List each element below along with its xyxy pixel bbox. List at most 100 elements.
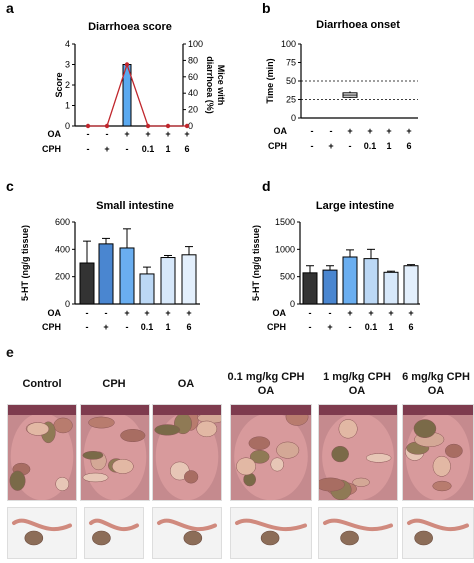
- intestine-tract: [12, 518, 72, 532]
- intestine-segment: [413, 419, 437, 439]
- panel-b-cph-row-label: CPH: [268, 141, 287, 151]
- y-axis-label: Score: [54, 72, 64, 97]
- intestine-photo-1-graphic: [8, 508, 76, 558]
- photo-background: [319, 508, 397, 558]
- bar: [181, 254, 197, 305]
- panel-a-oa-value: +: [145, 129, 150, 139]
- abdominal-cavity: [10, 412, 74, 500]
- intestine-tract: [89, 518, 139, 532]
- intestine-photo-2-graphic: [85, 508, 143, 558]
- intestine-segment: [196, 420, 218, 438]
- panel-d-cph-row-label: CPH: [267, 322, 286, 332]
- bar: [342, 256, 358, 305]
- panel-c-oa-value: +: [165, 308, 170, 318]
- photo-title-control: Control: [22, 378, 62, 390]
- percentage-point: [165, 123, 171, 129]
- intestine-tract: [407, 518, 469, 532]
- photo-title-cph: CPH: [102, 378, 126, 390]
- panel-d: d Large intestine 0 500 1000 1500 5-HT (ng/g t…: [251, 178, 420, 332]
- panel-c: c Small intestine 0 200 400 600 5-HT (ng/g tis…: [6, 178, 200, 332]
- panel-a-y-tick-label: 1: [65, 101, 70, 111]
- caecum: [414, 530, 433, 546]
- abdomen-photo-2-graphic: [81, 405, 149, 500]
- panel-d-y-tick-label: 0: [290, 299, 295, 309]
- panel-b-y-tick-label: 100: [281, 39, 296, 49]
- photo-title-cph-1: 1 mg/kg CPH OA: [323, 371, 391, 397]
- abdomen-photo-6-graphic: [403, 405, 473, 500]
- percentage-line: [88, 62, 187, 127]
- intestine-segment: [55, 476, 70, 492]
- photo-background: [403, 508, 473, 558]
- panel-b-oa-value: +: [386, 126, 391, 136]
- panel-letter-a: a: [6, 0, 14, 16]
- panel-d-cph-value: 0.1: [365, 322, 378, 332]
- panel-a-y-tick-label: 3: [65, 60, 70, 70]
- bar: [139, 273, 155, 305]
- secondary-y-tick-label: 40: [188, 88, 198, 98]
- panel-a-oa-value: +: [165, 129, 170, 139]
- percentage-point: [184, 123, 190, 129]
- secondary-y-axis-label: Mice withdiarrhoea (%): [205, 56, 226, 114]
- panel-a-oa-value: +: [124, 129, 129, 139]
- intestine-segment: [365, 453, 392, 463]
- abdomen-photo-3: [152, 404, 222, 501]
- bar: [302, 272, 318, 305]
- photo-title-oa: OA: [177, 378, 195, 390]
- panel-d-cph-value: -: [349, 322, 352, 332]
- intestine-segment: [270, 457, 284, 472]
- panel-a-oa-value: -: [106, 129, 109, 139]
- panel-d-cph-value: 1: [388, 322, 393, 332]
- intestine-segment: [276, 441, 300, 459]
- intestine-segment: [352, 477, 370, 487]
- chart-title: Diarrhoea onset: [316, 19, 400, 31]
- panel-d-oa-value: +: [388, 308, 393, 318]
- bar: [322, 269, 338, 305]
- intestine-photo-3-graphic: [153, 508, 221, 558]
- y-axis-label: 5-HT (ng/g tissue): [20, 225, 30, 301]
- panel-b-oa-value: -: [330, 126, 333, 136]
- intestine-photo-1: [7, 507, 77, 559]
- y-axis-label: Time (min): [265, 58, 275, 103]
- abdomen-photo-6: [402, 404, 474, 501]
- intestine-photo-4: [230, 507, 312, 559]
- panel-b-cph-value: +: [328, 141, 333, 151]
- intestine-segment: [432, 455, 451, 477]
- abdominal-cavity: [234, 412, 308, 500]
- panel-d-cph-value: +: [327, 322, 332, 332]
- secondary-y-axis-label-line2: diarrhoea (%): [205, 56, 215, 114]
- panel-d-y-tick-label: 1000: [275, 244, 295, 254]
- panel-a-cph-value: +: [104, 144, 109, 154]
- panel-c-cph-value: -: [86, 322, 89, 332]
- panel-a-oa-row-label: OA: [48, 129, 62, 139]
- tissue-edge: [319, 405, 397, 415]
- bar: [403, 265, 419, 305]
- panel-c-cph-row-label: CPH: [42, 322, 61, 332]
- caecum: [260, 530, 280, 546]
- panel-c-oa-value: -: [105, 308, 108, 318]
- bar: [383, 271, 399, 305]
- panel-d-oa-row-label: OA: [273, 308, 287, 318]
- intestine-tract: [235, 518, 307, 532]
- tissue-edge: [81, 405, 149, 415]
- tissue-edge: [153, 405, 221, 415]
- photo-title-cph-0-1: 0.1 mg/kg CPH OA: [227, 371, 305, 397]
- abdominal-cavity: [322, 412, 394, 500]
- intestine-segment: [154, 424, 181, 436]
- photo-background: [8, 508, 76, 558]
- intestine-photo-5-graphic: [319, 508, 397, 558]
- intestine-segment: [53, 417, 73, 434]
- panel-b-oa-value: +: [367, 126, 372, 136]
- panel-b-cph-value: -: [311, 141, 314, 151]
- bar: [363, 258, 379, 305]
- intestine-photo-6-graphic: [403, 508, 473, 558]
- intestine-segment: [432, 480, 452, 492]
- panel-c-y-tick-label: 400: [55, 244, 70, 254]
- y-axis-label: 5-HT (ng/g tissue): [251, 225, 261, 301]
- panel-c-cph-value: -: [126, 322, 129, 332]
- intestine-segment: [26, 422, 50, 436]
- intestine-segment: [249, 449, 270, 464]
- secondary-y-tick-label: 20: [188, 105, 198, 115]
- panel-b-cph-value: 0.1: [364, 141, 377, 151]
